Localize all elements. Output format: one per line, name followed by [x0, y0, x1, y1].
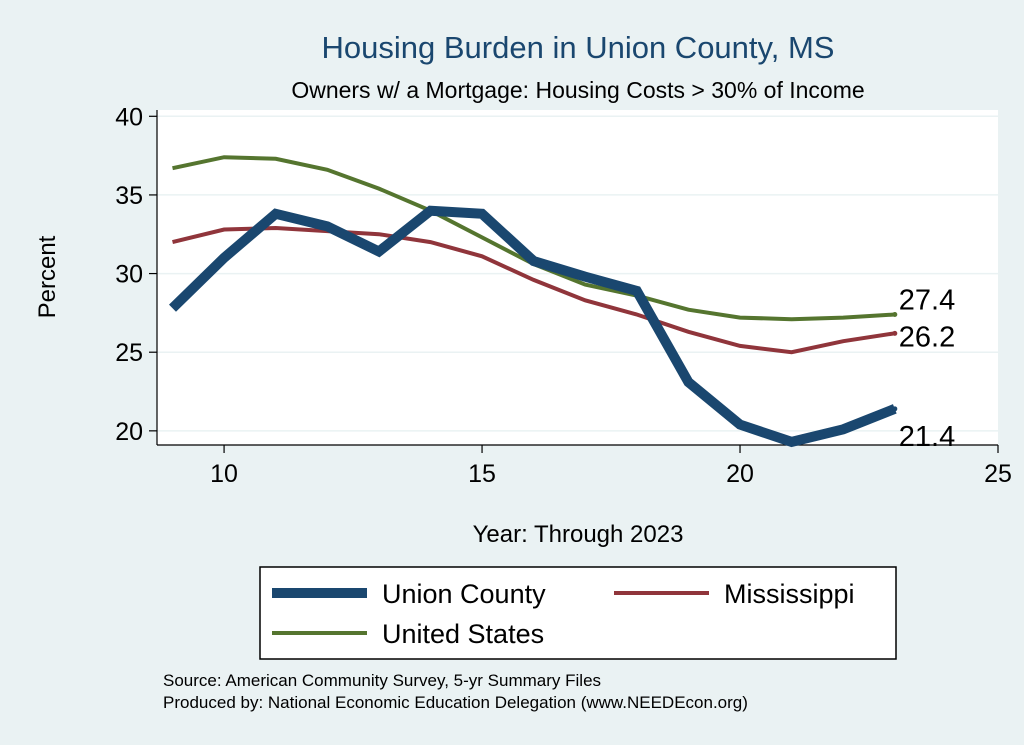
x-tick-label: 10 — [210, 460, 238, 488]
legend: Union County Mississippi United States — [259, 566, 897, 660]
series-lines — [169, 155, 898, 448]
source-note: Source: American Community Survey, 5-yr … — [163, 671, 602, 690]
end-point-union-county — [892, 406, 898, 412]
chart-title: Housing Burden in Union County, MS — [322, 30, 835, 65]
x-tick-label: 15 — [468, 460, 496, 488]
series-line-mississippi — [172, 225, 896, 355]
y-tick-label: 20 — [115, 418, 143, 446]
y-tick-label: 25 — [115, 339, 143, 367]
chart-subtitle: Owners w/ a Mortgage: Housing Costs > 30… — [291, 77, 864, 103]
produced-by-note: Produced by: National Economic Education… — [163, 693, 748, 712]
end-point-united-states — [892, 311, 898, 317]
y-tick-label: 35 — [115, 182, 143, 210]
x-axis-label: Year: Through 2023 — [473, 521, 684, 548]
axes: 20 25 30 35 40 10 15 20 25 — [115, 103, 1012, 488]
legend-label-mississippi: Mississippi — [724, 579, 855, 609]
y-axis-label: Percent — [34, 235, 61, 318]
legend-label-union-county: Union County — [382, 579, 546, 609]
end-label-union-county: 21.4 — [899, 421, 955, 453]
end-labels: 21.4 26.2 27.4 — [899, 284, 955, 452]
y-tick-label: 40 — [115, 103, 143, 131]
x-tick-label: 20 — [726, 460, 754, 488]
y-tick-label: 30 — [115, 261, 143, 289]
end-point-mississippi — [892, 330, 898, 336]
end-label-united-states: 27.4 — [899, 284, 955, 316]
legend-label-united-states: United States — [382, 619, 544, 649]
series-line-union-county — [169, 205, 897, 448]
legend-box — [259, 566, 897, 660]
x-tick-label: 25 — [984, 460, 1012, 488]
end-label-mississippi: 26.2 — [899, 321, 955, 353]
